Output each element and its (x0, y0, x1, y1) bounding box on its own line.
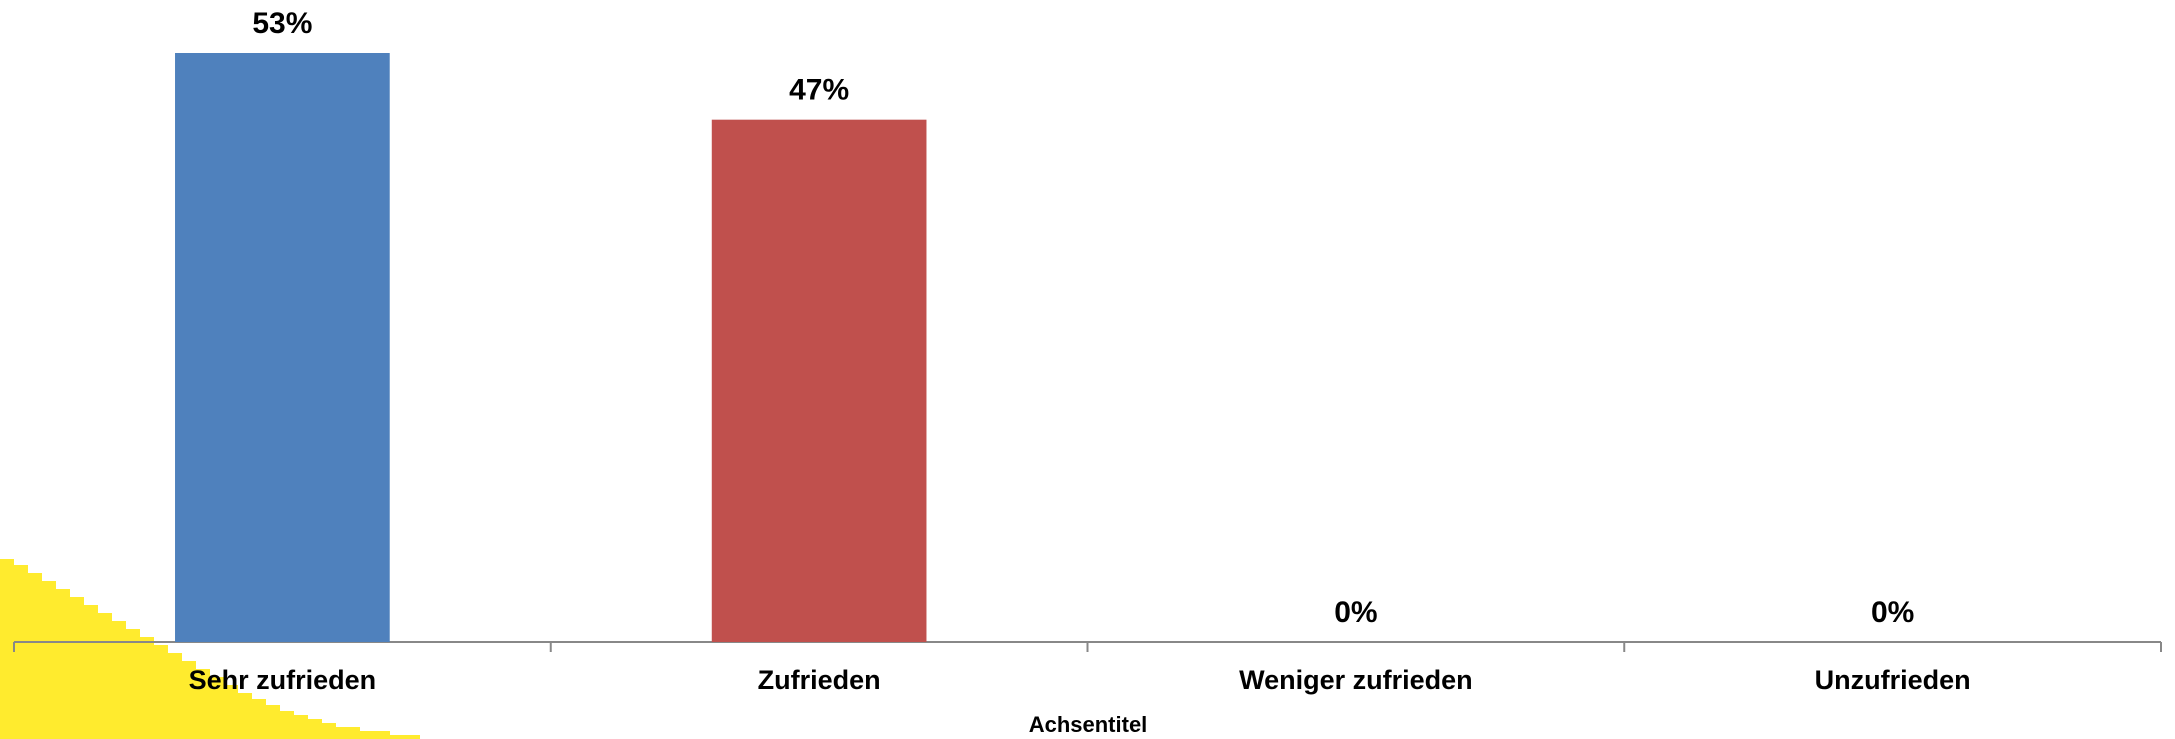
bar (711, 119, 927, 642)
value-label: 0% (1871, 596, 1914, 629)
value-label: 47% (789, 74, 849, 107)
x-tick-label: Sehr zufrieden (189, 665, 377, 695)
x-tick-label: Weniger zufrieden (1239, 665, 1473, 695)
x-tick-label: Unzufrieden (1815, 665, 1971, 695)
x-axis-title: Achsentitel (1029, 712, 1148, 737)
decoration (0, 559, 420, 739)
bar (175, 53, 390, 642)
value-label: 53% (252, 7, 312, 40)
x-tick-label: Zufrieden (758, 665, 881, 695)
value-label: 0% (1334, 596, 1377, 629)
